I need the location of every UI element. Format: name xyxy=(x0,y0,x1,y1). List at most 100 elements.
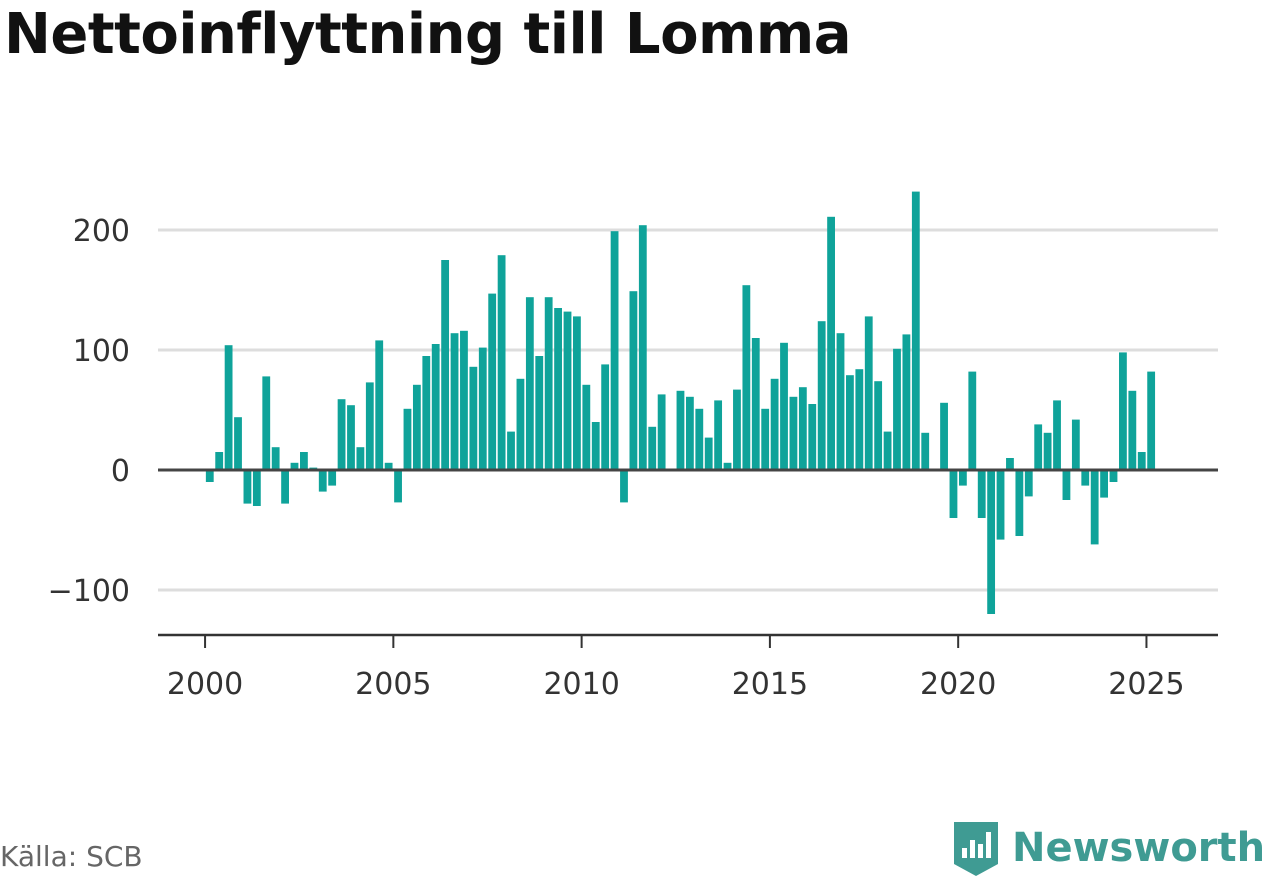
newsworthy-chart-icon xyxy=(954,822,998,876)
bar xyxy=(977,470,986,518)
bar xyxy=(676,390,685,470)
bar xyxy=(1128,390,1137,470)
bar xyxy=(243,470,252,504)
bar xyxy=(733,389,741,470)
bar xyxy=(262,376,271,470)
bar xyxy=(1053,400,1061,470)
bar xyxy=(365,382,374,470)
bar xyxy=(648,426,657,470)
bar xyxy=(770,378,779,470)
y-tick-label: 100 xyxy=(73,334,130,369)
bar xyxy=(780,342,788,470)
bar xyxy=(601,364,610,470)
bar xyxy=(883,431,892,470)
bar xyxy=(893,348,901,470)
bar xyxy=(836,333,845,470)
bar xyxy=(205,470,214,482)
bar xyxy=(375,340,384,470)
x-tick-label: 2005 xyxy=(355,667,431,702)
bar xyxy=(1071,419,1080,470)
bar xyxy=(610,231,619,470)
y-tick-labels: 200 100 0 −100 xyxy=(48,214,130,609)
chart-title: Nettoinflyttning till Lomma xyxy=(4,2,852,67)
bar xyxy=(384,462,393,470)
bar xyxy=(497,255,506,470)
bar xyxy=(525,297,534,470)
bar xyxy=(234,417,242,470)
bar xyxy=(328,470,337,486)
bar xyxy=(394,470,402,503)
bar xyxy=(1006,458,1014,470)
bar xyxy=(798,387,807,470)
bar xyxy=(789,396,798,470)
bar xyxy=(1034,424,1043,470)
bar xyxy=(1015,470,1024,536)
bar xyxy=(902,334,911,470)
bar xyxy=(441,260,450,470)
bar xyxy=(582,384,591,470)
bar xyxy=(751,338,760,470)
bar xyxy=(958,470,967,486)
bar xyxy=(591,422,600,470)
bar xyxy=(224,345,233,470)
bar xyxy=(460,330,468,470)
bar xyxy=(1081,470,1090,486)
bar xyxy=(337,399,346,470)
bar xyxy=(403,408,412,470)
bar xyxy=(864,316,873,470)
bar xyxy=(940,402,948,470)
bar xyxy=(714,400,723,470)
bar xyxy=(855,369,864,470)
bar xyxy=(507,431,515,470)
gridlines xyxy=(158,228,1218,592)
bar xyxy=(488,293,497,470)
bar xyxy=(573,316,581,470)
bar xyxy=(996,470,1005,540)
brand-logo[interactable]: Newsworthy xyxy=(950,818,1262,878)
bar xyxy=(1062,470,1071,500)
x-tick-label: 2000 xyxy=(167,667,243,702)
bar xyxy=(620,470,628,503)
bar xyxy=(271,447,280,470)
bar xyxy=(422,356,431,470)
bar xyxy=(554,308,562,470)
y-tick-label: 200 xyxy=(73,214,130,249)
bar xyxy=(704,437,713,470)
bar xyxy=(1119,352,1127,470)
bar xyxy=(685,396,694,470)
bar xyxy=(563,311,572,470)
x-tick-label: 2010 xyxy=(543,667,619,702)
bar xyxy=(347,405,355,470)
x-tick-label: 2025 xyxy=(1108,667,1184,702)
bar xyxy=(281,470,289,504)
bar xyxy=(469,366,478,470)
bar xyxy=(478,347,487,470)
bar xyxy=(742,285,751,470)
bar xyxy=(516,378,525,470)
x-tick-labels: 2000 2005 2010 2015 2020 2025 xyxy=(167,667,1185,702)
bar xyxy=(1147,371,1156,470)
bar xyxy=(874,381,883,470)
bar xyxy=(300,452,308,470)
source-label: Källa: SCB xyxy=(0,840,143,873)
x-tick-label: 2020 xyxy=(920,667,996,702)
bar xyxy=(987,470,996,614)
bar xyxy=(968,371,977,470)
bar xyxy=(808,404,817,470)
bar xyxy=(695,408,704,470)
bar xyxy=(290,462,299,470)
bar xyxy=(1024,470,1033,497)
bar xyxy=(412,384,421,470)
bar xyxy=(450,333,459,470)
bar xyxy=(761,408,770,470)
brand-name: Newsworthy xyxy=(1012,825,1262,871)
bar xyxy=(638,225,647,470)
y-tick-label: 0 xyxy=(111,454,130,489)
bar xyxy=(1109,470,1118,482)
bar xyxy=(1090,470,1099,545)
x-tick-label: 2015 xyxy=(732,667,808,702)
bars xyxy=(205,191,1156,614)
bar xyxy=(1043,432,1052,470)
bar xyxy=(252,470,261,506)
bar xyxy=(1100,470,1108,498)
